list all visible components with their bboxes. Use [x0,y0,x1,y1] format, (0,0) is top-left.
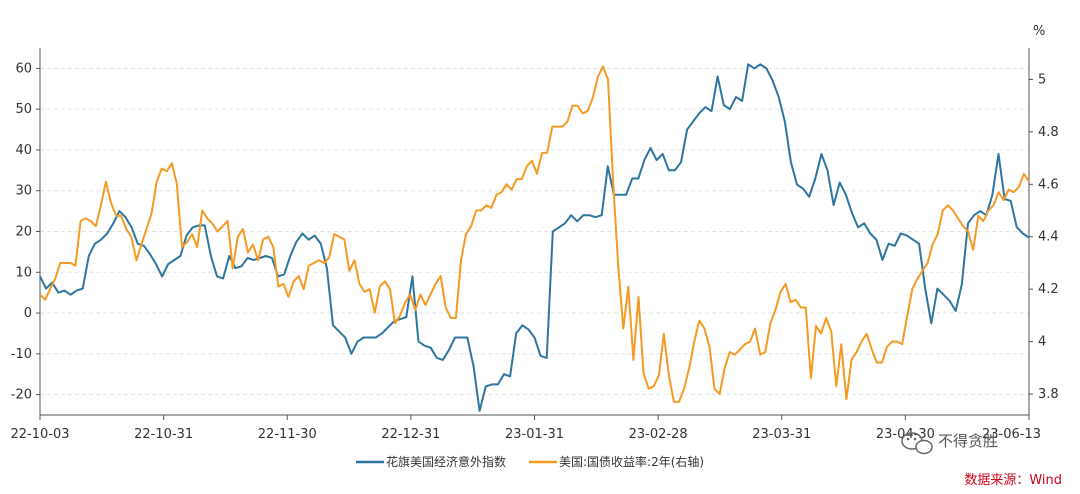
left-tick-label: 20 [15,225,32,240]
wechat-icon [901,432,933,455]
x-tick-label: 22-10-31 [134,427,193,442]
left-tick-labels: -20 -10 0 10 20 30 40 50 60 [11,61,40,403]
left-tick-label: 30 [15,184,32,199]
x-tick-label: 23-03-31 [752,427,811,442]
right-tick-label: 4.6 [1038,177,1059,192]
right-tick-label: 5 [1038,72,1046,87]
right-tick-label: 4.2 [1038,282,1059,297]
right-tick-labels: 3.8 4 4.2 4.4 4.6 4.8 5 [1029,72,1059,402]
left-tick-label: 60 [15,61,32,76]
right-tick-label: 4.8 [1038,125,1059,140]
x-tick-label: 23-01-31 [505,427,564,442]
left-tick-label: 40 [15,143,32,158]
gridlines [40,67,1029,396]
right-tick-label: 3.8 [1038,387,1059,402]
data-source: 数据来源：Wind [964,473,1062,488]
legend: 花旗美国经济意外指数 美国:国债收益率:2年(右轴) [356,454,704,469]
watermark-text: 不得贪胜 [938,432,998,450]
left-tick-label: 0 [24,306,32,321]
right-tick-label: 4 [1038,335,1046,350]
left-tick-label: 50 [15,102,32,117]
x-tick-label: 23-02-28 [629,427,688,442]
legend-label-citi-index: 花旗美国经济意外指数 [386,454,506,469]
series-line-citi-index [39,63,1030,412]
left-tick-label: -20 [11,388,32,403]
x-tick-label: 22-12-31 [381,427,440,442]
right-axis-unit: % [1033,24,1045,39]
series-lines [39,63,1030,412]
x-tick-labels: 22-10-03 22-10-31 22-11-30 22-12-31 23-01-31… [10,415,1041,442]
series-line-2y-yield [39,65,1030,403]
x-tick-label: 23-06-13 [982,427,1041,442]
left-tick-label: -10 [11,347,32,362]
watermark: 不得贪胜 [901,432,998,455]
legend-label-2y-yield: 美国:国债收益率:2年(右轴) [559,454,704,469]
x-tick-label: 22-11-30 [258,427,317,442]
x-tick-label: 22-10-03 [10,427,69,442]
left-tick-label: 10 [15,265,32,280]
right-tick-label: 4.4 [1038,230,1059,245]
